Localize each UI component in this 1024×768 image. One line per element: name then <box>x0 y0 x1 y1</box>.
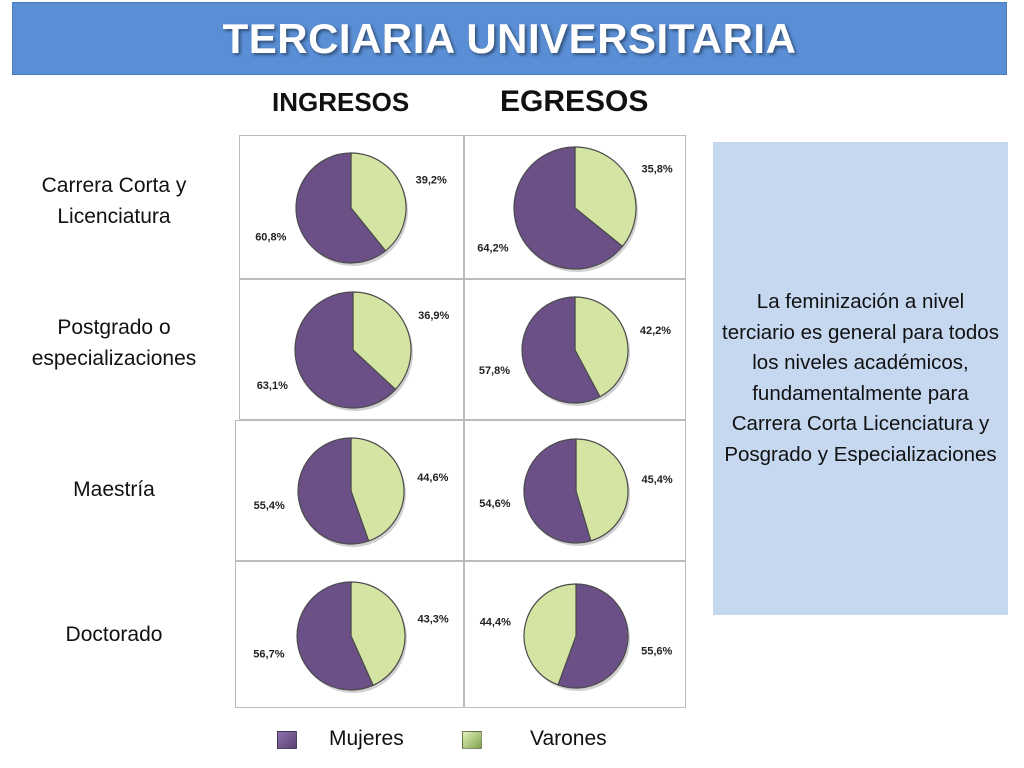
pie-chart-svg: 42,2% 57,8% <box>479 296 671 406</box>
pie-label-varones: 39,2% <box>416 175 447 187</box>
pie-slice-mujeres <box>297 437 370 545</box>
row-label-line: Carrera Corta y <box>41 174 187 197</box>
pie-slice-mujeres <box>557 583 629 689</box>
legend-swatch-mujeres <box>277 731 297 749</box>
row-label-carrera-corta: Carrera Corta y Licenciatura <box>8 170 220 232</box>
note-text: La feminización a nivel terciario es gen… <box>722 290 999 466</box>
row-label-line: Maestría <box>73 478 155 501</box>
pie-chart-svg: 55,6% 44,4% <box>480 583 673 691</box>
pie-slice-mujeres <box>294 291 397 409</box>
column-header-ingresos: INGRESOS <box>272 87 410 117</box>
pie-label-varones: 44,6% <box>417 472 448 484</box>
pie-label-varones: 45,4% <box>641 474 672 486</box>
pie-chart-ingresos-3: 44,6% 55,4% <box>235 420 464 561</box>
pie-label-mujeres: 55,4% <box>254 500 285 512</box>
pie-label-mujeres: 63,1% <box>257 380 288 392</box>
pie-label-mujeres: 56,7% <box>253 649 284 661</box>
pie-chart-ingresos-1: 39,2% 60,8% <box>239 135 464 279</box>
row-label-line: Doctorado <box>65 623 163 646</box>
pie-slice-mujeres <box>513 146 624 270</box>
row-label-doctorado: Doctorado <box>8 619 220 650</box>
pie-chart-ingresos-2: 36,9% 63,1% <box>239 279 464 420</box>
pie-chart-svg: 36,9% 63,1% <box>257 291 450 411</box>
pie-label-mujeres: 64,2% <box>477 242 508 254</box>
pie-slice-varones <box>575 438 629 542</box>
column-header-egresos: EGRESOS <box>500 85 649 118</box>
pie-label-mujeres: 54,6% <box>479 498 510 510</box>
pie-slice-mujeres <box>296 581 374 691</box>
row-label-maestria: Maestría <box>8 474 220 505</box>
pie-label-mujeres: 60,8% <box>255 231 286 243</box>
pie-chart-egresos-4: 55,6% 44,4% <box>464 561 686 708</box>
legend-label-varones: Varones <box>530 727 607 750</box>
row-label-line: Licenciatura <box>57 205 171 228</box>
pie-label-varones: 35,8% <box>641 164 672 176</box>
pie-chart-svg: 43,3% 56,7% <box>253 581 449 693</box>
row-label-line: Postgrado o <box>57 316 171 339</box>
pie-chart-svg: 44,6% 55,4% <box>254 437 449 547</box>
pie-slice-varones <box>523 583 577 686</box>
pie-slice-mujeres <box>523 438 592 544</box>
pie-slice-varones <box>574 296 629 398</box>
pie-label-varones: 44,4% <box>480 617 511 629</box>
row-label-line: especializaciones <box>31 347 197 370</box>
legend-swatch-varones <box>462 731 482 749</box>
pie-label-varones: 36,9% <box>418 310 449 322</box>
pie-slice-varones <box>350 581 406 687</box>
pie-label-mujeres: 57,8% <box>479 365 510 377</box>
pie-label-mujeres: 55,6% <box>641 645 672 657</box>
pie-chart-egresos-2: 42,2% 57,8% <box>464 279 686 420</box>
pie-slice-mujeres <box>521 296 601 404</box>
pie-slice-varones <box>574 146 637 248</box>
pie-chart-svg: 35,8% 64,2% <box>477 146 673 272</box>
title-banner: TERCIARIA UNIVERSITARIA <box>12 2 1007 75</box>
pie-chart-svg: 39,2% 60,8% <box>255 152 447 266</box>
legend-label-mujeres: Mujeres <box>329 727 404 750</box>
pie-label-varones: 42,2% <box>640 325 671 337</box>
pie-slice-mujeres <box>295 152 387 264</box>
pie-slice-varones <box>350 437 405 542</box>
pie-chart-svg: 45,4% 54,6% <box>479 438 673 546</box>
row-label-postgrado: Postgrado o especializaciones <box>8 312 220 374</box>
pie-label-varones: 43,3% <box>417 613 448 625</box>
pie-chart-egresos-3: 45,4% 54,6% <box>464 420 686 561</box>
note-box: La feminización a nivel terciario es gen… <box>713 142 1008 615</box>
pie-slice-varones <box>350 152 407 252</box>
pie-chart-ingresos-4: 43,3% 56,7% <box>235 561 464 708</box>
pie-chart-egresos-1: 35,8% 64,2% <box>464 135 686 279</box>
page-title: TERCIARIA UNIVERSITARIA <box>222 14 797 62</box>
pie-slice-varones <box>352 291 412 391</box>
